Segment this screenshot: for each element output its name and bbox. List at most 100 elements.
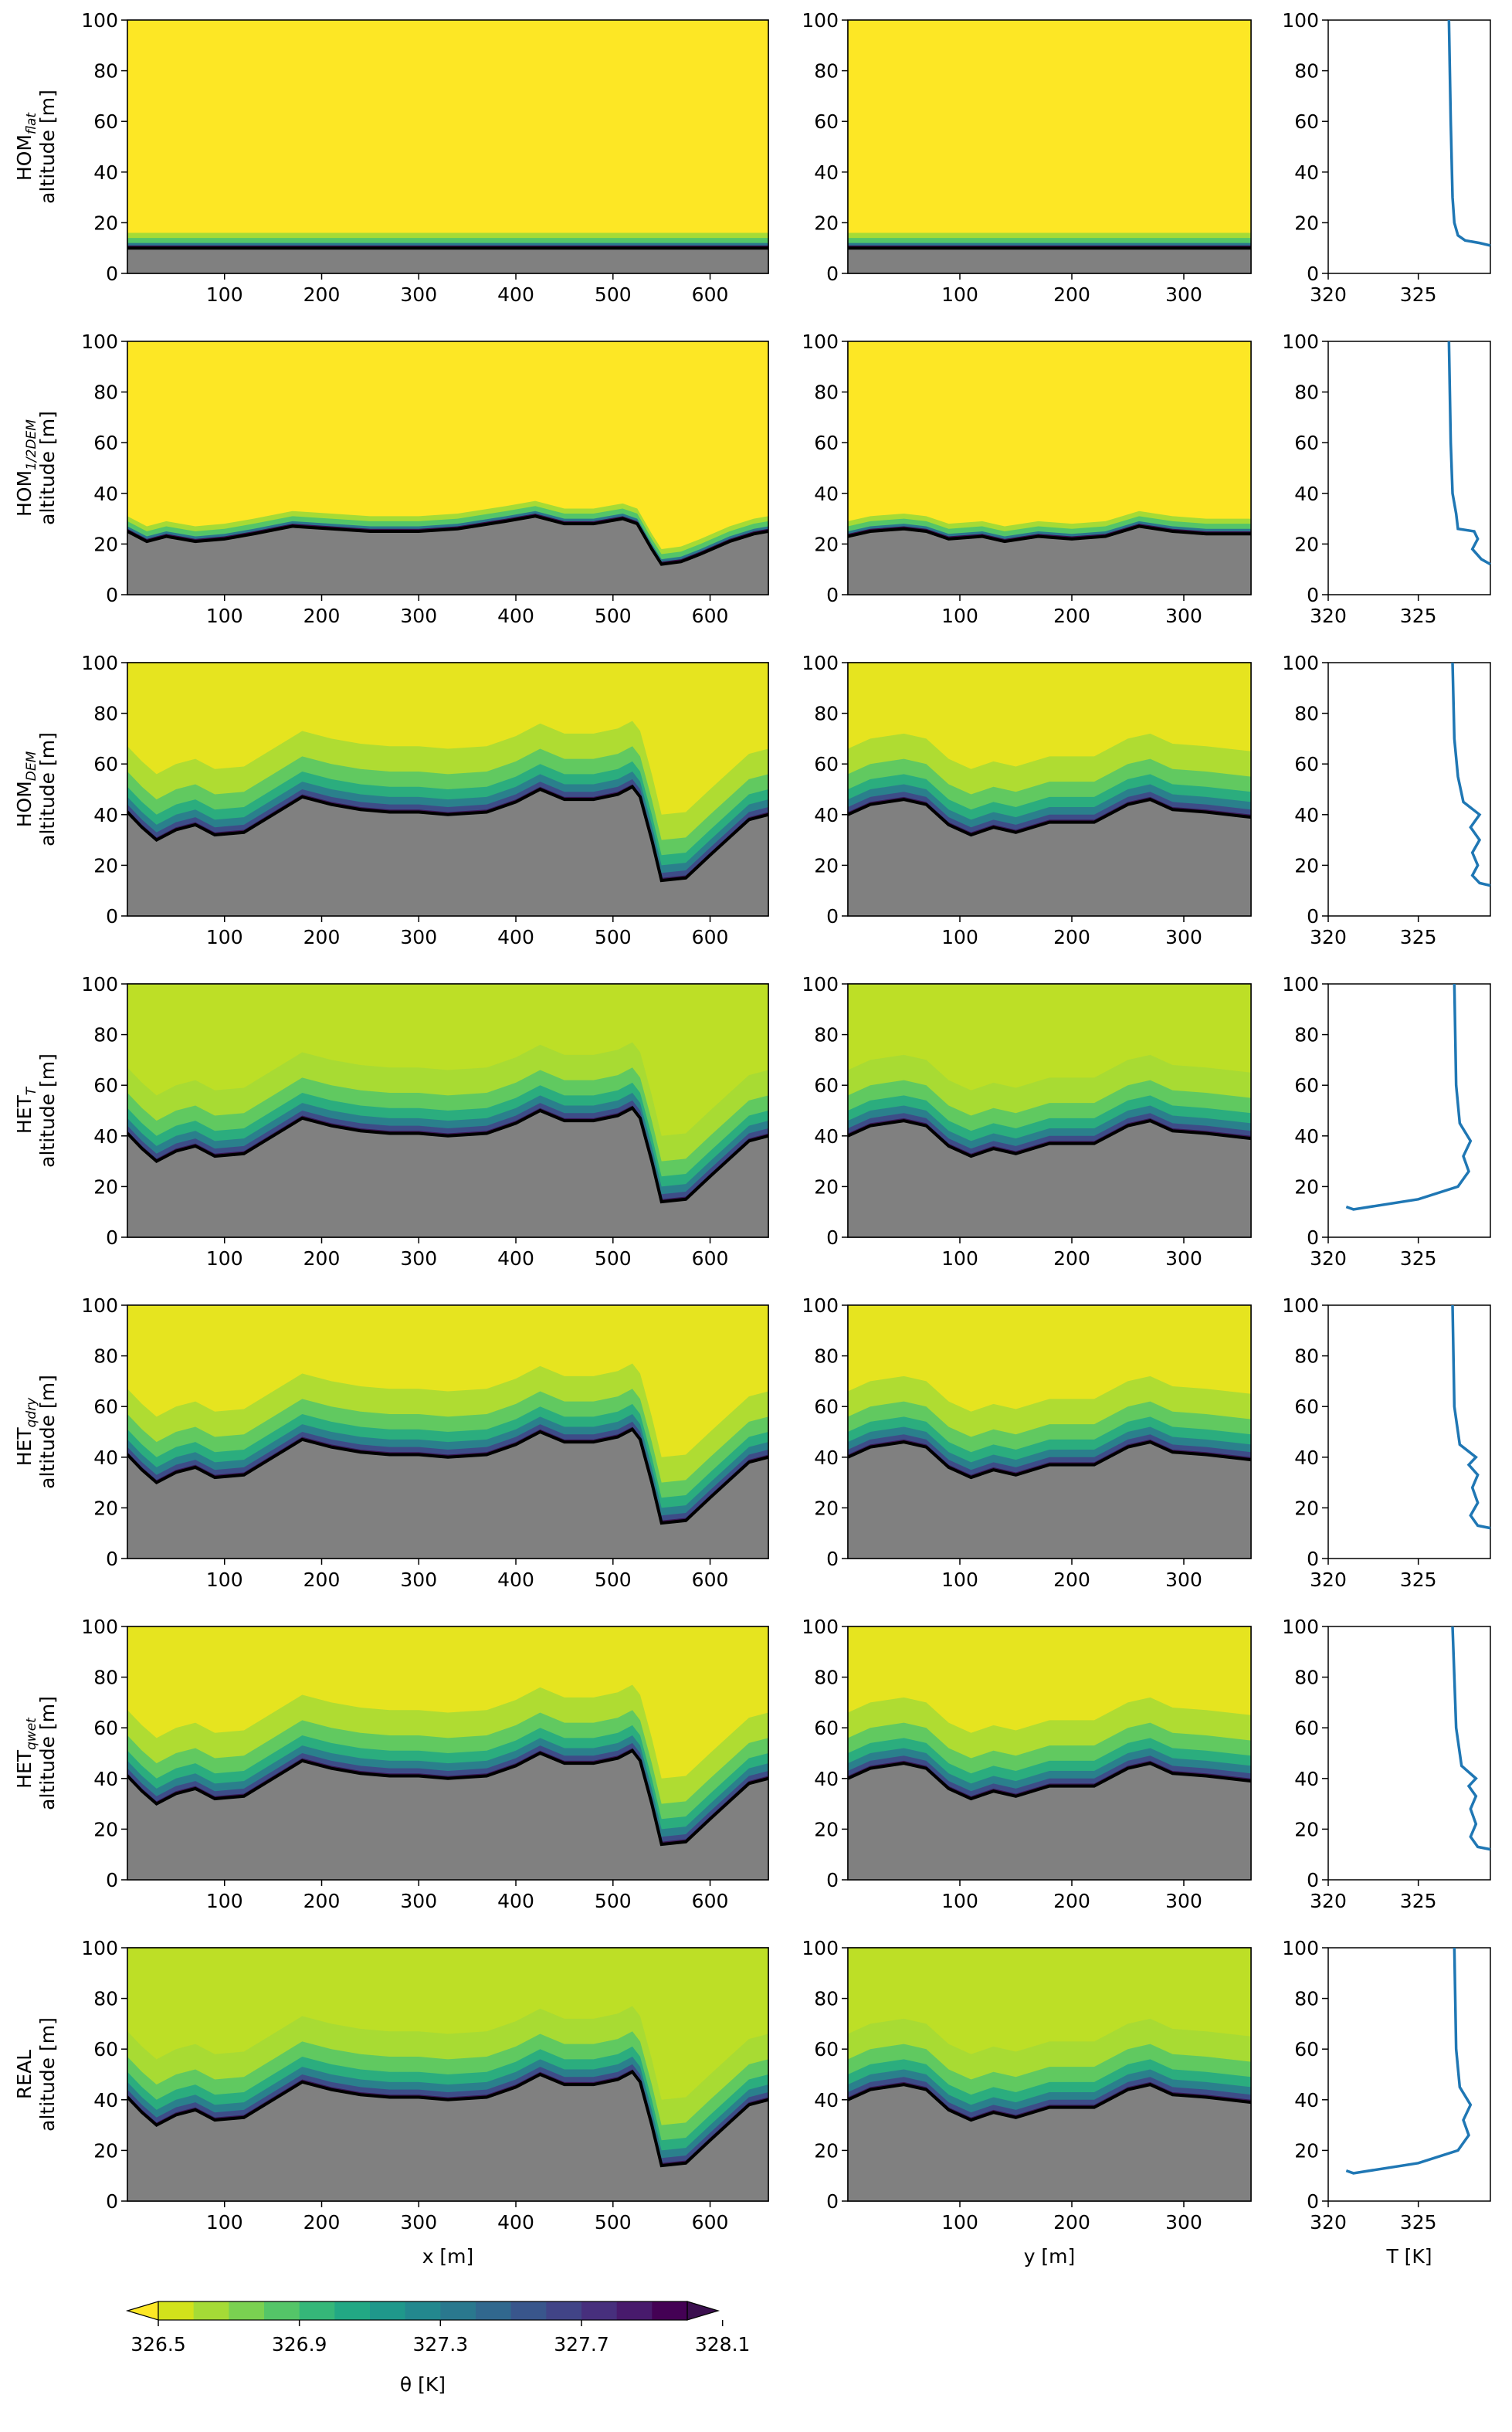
y-tick-label: 40 bbox=[1294, 1447, 1319, 1469]
x-tick-label: 200 bbox=[303, 605, 341, 627]
y-tick-label: 20 bbox=[814, 2139, 839, 2162]
row-axis-label: altitude [m] bbox=[36, 1053, 59, 1168]
y-tick-label: 0 bbox=[1307, 905, 1319, 928]
x-tick-label: 600 bbox=[692, 2211, 729, 2234]
colorbar-frame bbox=[158, 2301, 688, 2321]
terrain bbox=[127, 786, 768, 916]
y-tick-label: 80 bbox=[93, 703, 118, 725]
y-tick-label: 20 bbox=[1294, 212, 1319, 234]
axes-frame bbox=[127, 983, 769, 1238]
y-tick-label: 80 bbox=[1294, 1988, 1319, 2010]
x-tick-label: 100 bbox=[941, 1890, 978, 1912]
colorbar-tick-label: 328.1 bbox=[695, 2333, 751, 2356]
colorbar-tick-label: 326.5 bbox=[131, 2333, 186, 2356]
x-tick-label: 100 bbox=[206, 926, 243, 948]
y-tick-label: 0 bbox=[1307, 2190, 1319, 2213]
surface-line bbox=[848, 524, 1251, 544]
y-tick-label: 20 bbox=[1294, 1175, 1319, 1198]
x-tick-label: 500 bbox=[595, 605, 632, 627]
surface-line bbox=[127, 785, 768, 883]
colorbar-bin bbox=[510, 2301, 547, 2320]
axes-frame bbox=[1327, 19, 1491, 274]
colorbar-bin bbox=[158, 2301, 195, 2320]
profile-axis-label: T [K] bbox=[1385, 2245, 1432, 2267]
y-tick-label: 80 bbox=[814, 60, 839, 83]
y-tick-label: 0 bbox=[106, 1548, 118, 1570]
x-tick-label: 500 bbox=[595, 283, 632, 306]
terrain bbox=[848, 248, 1251, 273]
colorbar-bin bbox=[440, 2301, 476, 2320]
x-tick-label: 600 bbox=[692, 283, 729, 306]
y-tick-label: 80 bbox=[1294, 60, 1319, 83]
y-tick-label: 60 bbox=[93, 2038, 118, 2061]
x-tick-label: 100 bbox=[206, 1890, 243, 1912]
y-tick-label: 20 bbox=[814, 212, 839, 234]
section-field bbox=[848, 1626, 1251, 1880]
y-tick-label: 60 bbox=[814, 110, 839, 133]
temperature-profile-line bbox=[1451, 662, 1491, 887]
y-tick-label: 60 bbox=[93, 1396, 118, 1418]
y-tick-label: 20 bbox=[1294, 1818, 1319, 1840]
section-field bbox=[848, 1948, 1251, 2201]
y-tick-label: 100 bbox=[1282, 652, 1319, 674]
temperature-profile-line bbox=[1345, 983, 1473, 1211]
x-tick-label: 600 bbox=[692, 926, 729, 948]
y-tick-label: 80 bbox=[814, 1345, 839, 1368]
y-tick-label: 60 bbox=[1294, 753, 1319, 775]
axes-frame bbox=[127, 662, 769, 917]
x-tick-label: 300 bbox=[400, 1569, 437, 1591]
y-tick-label: 60 bbox=[1294, 2038, 1319, 2061]
x-tick-label: 200 bbox=[303, 1569, 341, 1591]
y-tick-label: 40 bbox=[1294, 161, 1319, 184]
x-tick-label: 320 bbox=[1310, 2211, 1347, 2234]
terrain bbox=[848, 1442, 1251, 1559]
colorbar-bin bbox=[370, 2301, 406, 2320]
y-tick-label: 0 bbox=[1307, 584, 1319, 606]
terrain bbox=[127, 516, 768, 595]
x-tick-label: 400 bbox=[497, 605, 534, 627]
x-tick-label: 500 bbox=[595, 926, 632, 948]
y-tick-label: 80 bbox=[93, 60, 118, 83]
colorbar-tick-label: 326.9 bbox=[272, 2333, 327, 2356]
y-tick-label: 20 bbox=[814, 854, 839, 877]
x-tick-label: 300 bbox=[400, 1247, 437, 1270]
y-tick-label: 20 bbox=[814, 1818, 839, 1840]
y-tick-label: 20 bbox=[814, 1497, 839, 1519]
y-tick-label: 0 bbox=[1307, 1548, 1319, 1570]
surface-line bbox=[127, 1427, 768, 1525]
y-tick-label: 0 bbox=[106, 1226, 118, 1249]
axes-frame bbox=[1327, 1304, 1491, 1559]
y-tick-label: 40 bbox=[93, 2089, 118, 2111]
colorbar-bin bbox=[264, 2301, 300, 2320]
y-tick-label: 60 bbox=[814, 753, 839, 775]
y-tick-label: 60 bbox=[814, 1396, 839, 1418]
row-label: HETT bbox=[13, 1086, 39, 1134]
temperature-profile-line bbox=[1447, 341, 1491, 566]
axes-frame bbox=[1327, 1947, 1491, 2202]
x-tick-label: 320 bbox=[1310, 926, 1347, 948]
y-tick-label: 80 bbox=[814, 1988, 839, 2010]
temperature-profile-line bbox=[1345, 1947, 1473, 2175]
x-tick-label: 100 bbox=[206, 2211, 243, 2234]
x-tick-label: 100 bbox=[941, 926, 978, 948]
axes-frame bbox=[847, 662, 1252, 917]
surface-line bbox=[848, 2083, 1251, 2122]
x-tick-label: 300 bbox=[400, 605, 437, 627]
y-tick-label: 80 bbox=[1294, 1345, 1319, 1368]
axes-frame bbox=[127, 1304, 769, 1559]
terrain bbox=[127, 1107, 768, 1237]
section-field bbox=[848, 1305, 1251, 1559]
x-tick-label: 320 bbox=[1310, 1890, 1347, 1912]
surface-line bbox=[127, 514, 768, 566]
axes-frame bbox=[847, 1947, 1252, 2202]
row-axis-label: altitude [m] bbox=[36, 411, 59, 525]
x-tick-label: 500 bbox=[595, 1890, 632, 1912]
x-tick-label: 100 bbox=[206, 283, 243, 306]
y-tick-label: 100 bbox=[81, 1616, 118, 1638]
y-tick-label: 100 bbox=[802, 331, 839, 353]
x-tick-label: 200 bbox=[1053, 1247, 1090, 1270]
axes-frame bbox=[127, 341, 769, 595]
axes-frame bbox=[127, 19, 769, 274]
y-tick-label: 100 bbox=[802, 1616, 839, 1638]
